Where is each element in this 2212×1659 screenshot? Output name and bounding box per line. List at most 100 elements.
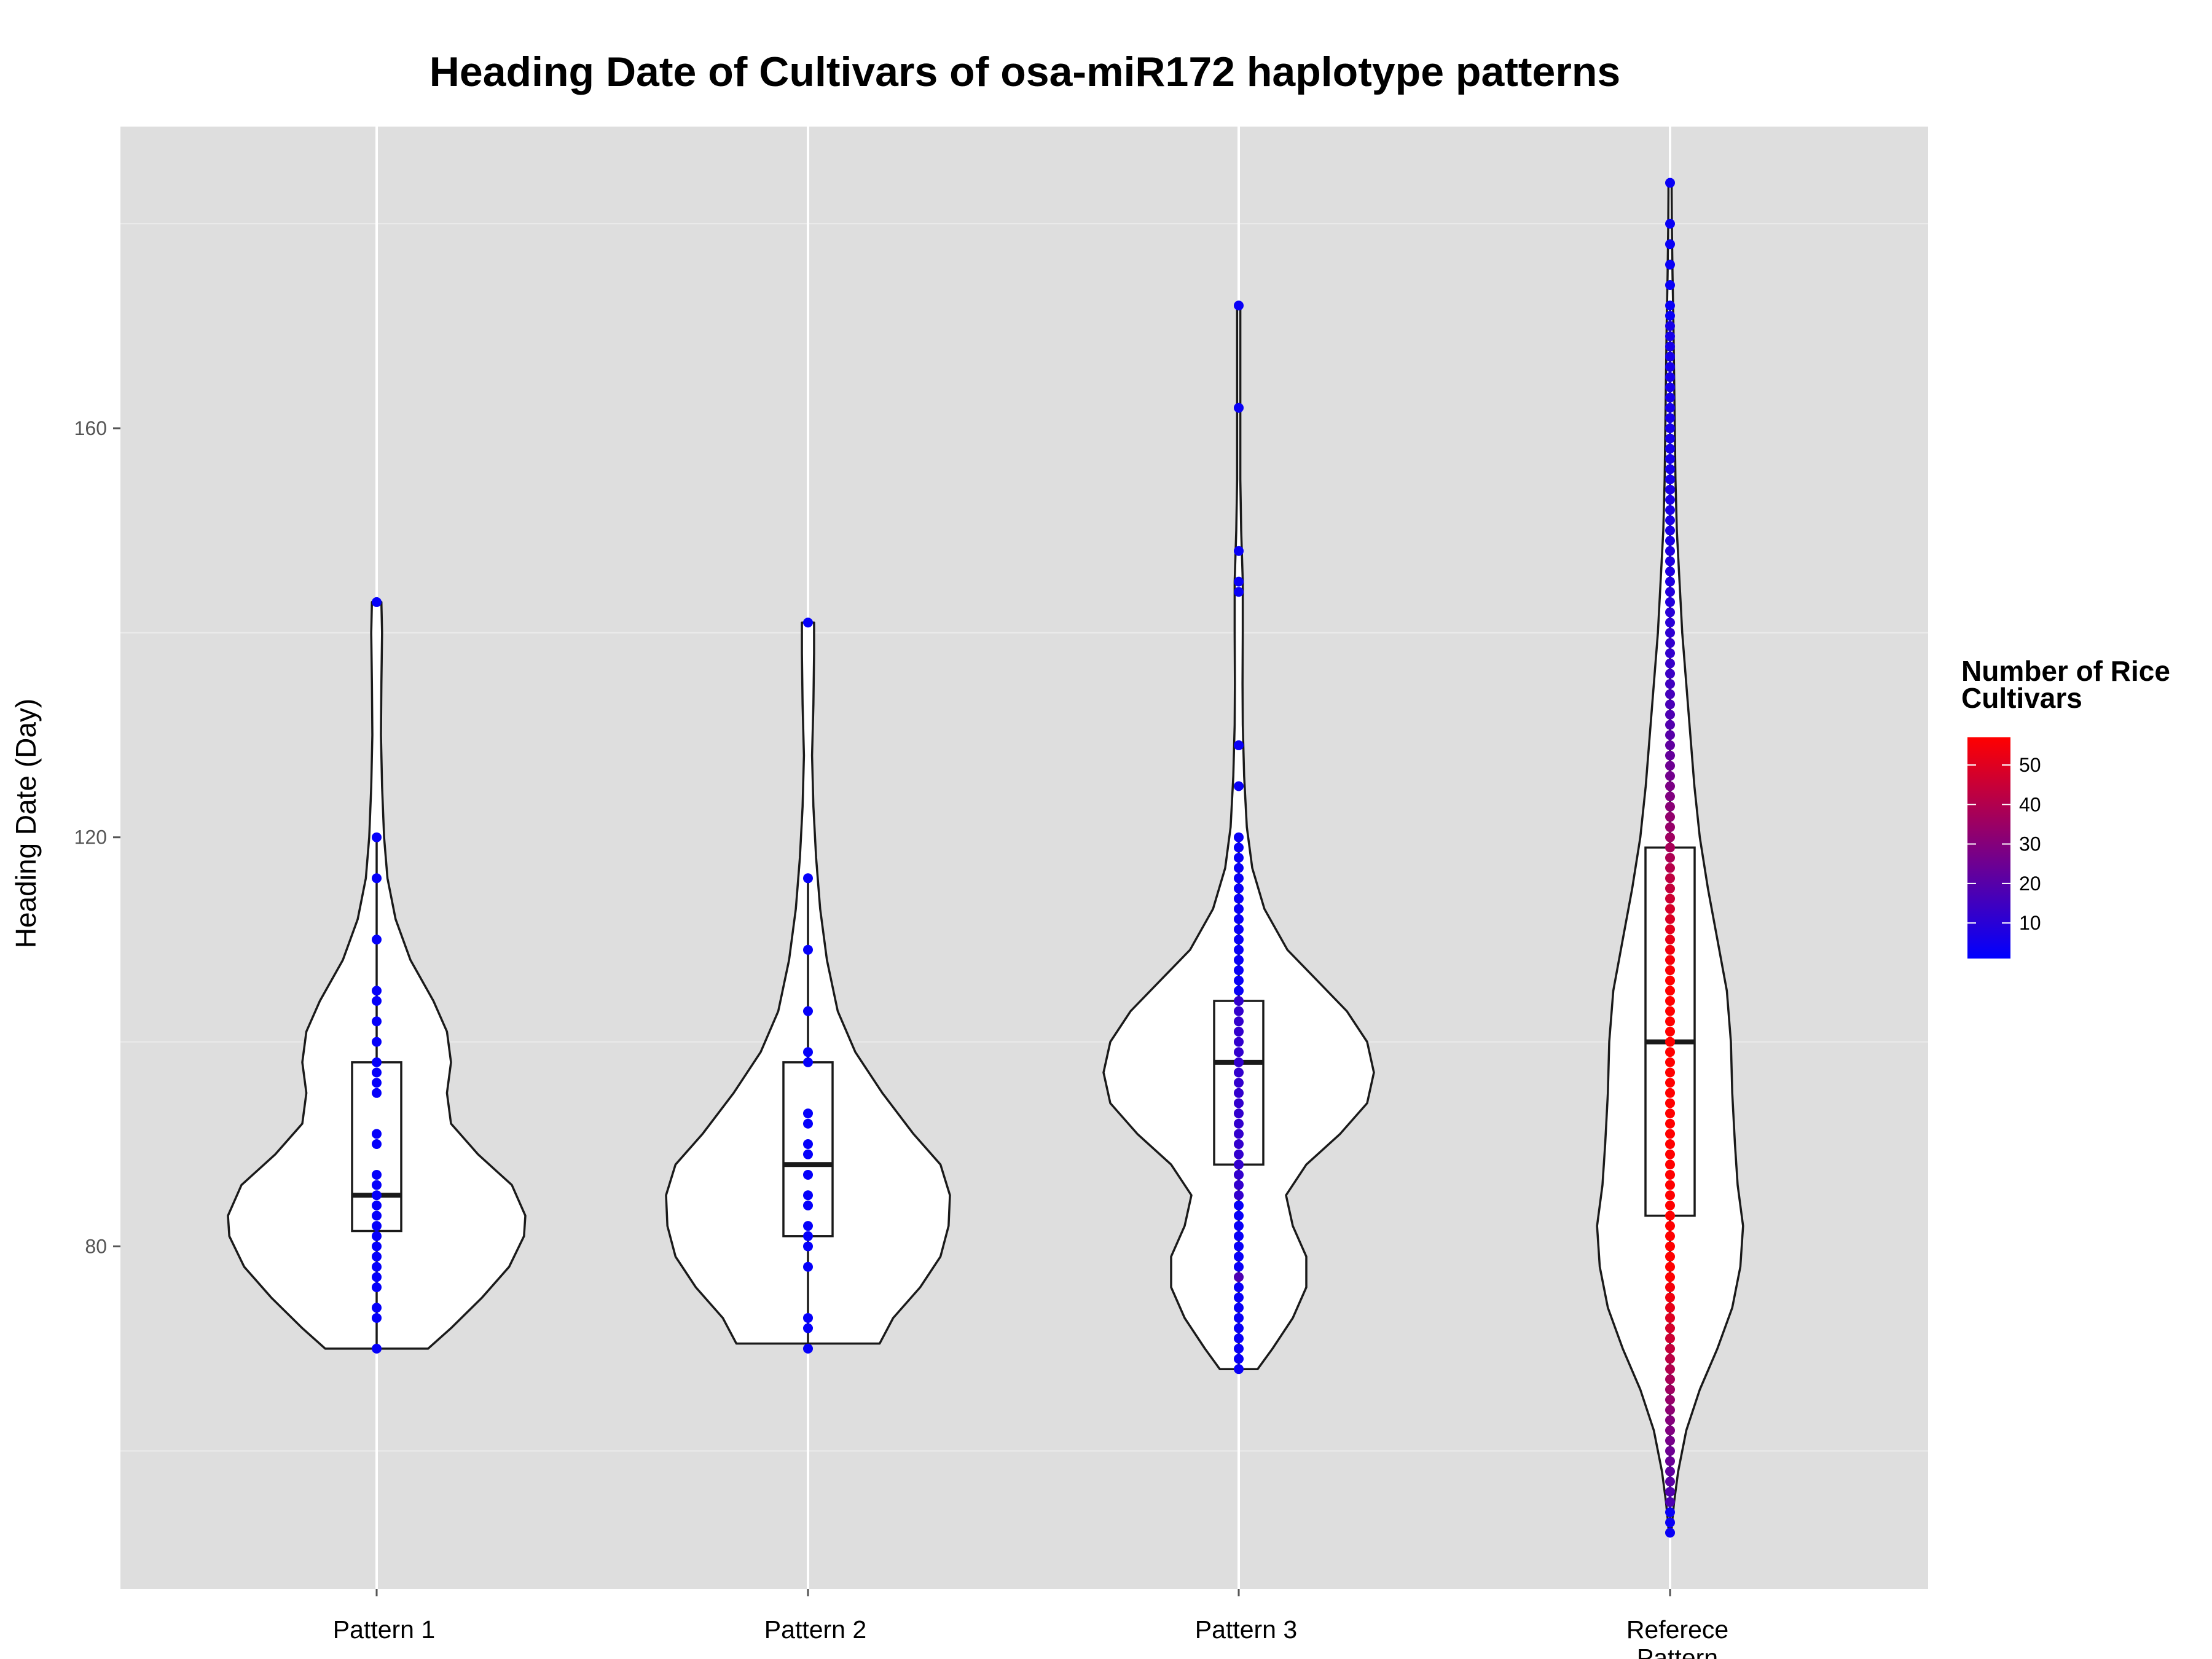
data-point xyxy=(1665,1374,1675,1384)
data-point xyxy=(1665,791,1675,802)
data-point xyxy=(1665,331,1675,342)
data-point xyxy=(372,1067,382,1078)
x-tick-label: Referece Pattern xyxy=(1626,1615,1728,1659)
data-point xyxy=(1665,1303,1675,1313)
data-point xyxy=(1665,893,1675,904)
data-point xyxy=(1665,505,1675,516)
data-point xyxy=(1665,1221,1675,1231)
data-point xyxy=(1665,1016,1675,1027)
data-point xyxy=(1665,679,1675,689)
data-point xyxy=(1665,576,1675,587)
data-point xyxy=(803,944,813,955)
data-point xyxy=(1234,1221,1244,1231)
data-point xyxy=(1665,1139,1675,1150)
data-point xyxy=(1234,781,1244,791)
data-point xyxy=(1234,587,1244,597)
data-point xyxy=(1665,362,1675,372)
data-point xyxy=(1665,178,1675,188)
data-point xyxy=(1234,1149,1244,1159)
data-point xyxy=(1234,402,1244,413)
data-point xyxy=(1234,1210,1244,1221)
data-point xyxy=(1665,515,1675,525)
legend-tick-label: 50 xyxy=(2019,754,2041,776)
data-point xyxy=(1665,546,1675,556)
data-point xyxy=(1665,464,1675,474)
data-point xyxy=(1665,1477,1675,1487)
data-point xyxy=(1665,955,1675,965)
data-point xyxy=(1665,1190,1675,1201)
data-point xyxy=(1234,853,1244,863)
data-point xyxy=(1665,1426,1675,1436)
data-point xyxy=(1665,720,1675,730)
data-point xyxy=(1665,372,1675,382)
data-point xyxy=(1665,965,1675,976)
data-point xyxy=(803,873,813,884)
data-point xyxy=(1234,1343,1244,1354)
data-point xyxy=(1234,904,1244,914)
data-point xyxy=(1665,444,1675,454)
data-point xyxy=(1665,730,1675,740)
data-point xyxy=(1665,474,1675,485)
data-point xyxy=(1665,300,1675,311)
data-point xyxy=(1665,393,1675,403)
data-point xyxy=(1234,1159,1244,1170)
data-point xyxy=(1665,1261,1675,1272)
data-point xyxy=(803,1343,813,1354)
data-point xyxy=(1665,382,1675,393)
data-point xyxy=(803,1139,813,1150)
y-tick-label: 160 xyxy=(74,417,107,439)
data-point xyxy=(1234,300,1244,311)
legend-colorbar xyxy=(1967,737,2010,959)
data-point xyxy=(1234,1272,1244,1282)
data-point xyxy=(372,873,382,884)
data-point xyxy=(372,1088,382,1098)
data-point xyxy=(1234,1088,1244,1098)
data-point xyxy=(1234,1169,1244,1180)
data-point xyxy=(1665,1395,1675,1405)
data-point xyxy=(1665,1272,1675,1282)
data-point xyxy=(372,1190,382,1201)
data-point xyxy=(1665,1088,1675,1098)
data-point xyxy=(1665,1497,1675,1507)
data-point xyxy=(803,1261,813,1272)
data-point xyxy=(1665,740,1675,750)
data-point xyxy=(1234,576,1244,587)
data-point xyxy=(1234,1190,1244,1201)
data-point xyxy=(803,1108,813,1119)
data-point xyxy=(1665,1354,1675,1364)
data-point xyxy=(1665,423,1675,433)
data-point xyxy=(1665,1169,1675,1180)
data-point xyxy=(1665,1405,1675,1415)
data-point xyxy=(1234,1364,1244,1375)
data-point xyxy=(372,935,382,945)
data-point xyxy=(803,1312,813,1323)
data-point xyxy=(1665,1108,1675,1119)
legend-title: Number of Rice Cultivars xyxy=(1961,655,2170,714)
data-point xyxy=(1234,1078,1244,1088)
data-point xyxy=(1234,975,1244,986)
data-point xyxy=(372,1037,382,1047)
data-point xyxy=(372,1241,382,1252)
data-point xyxy=(372,1016,382,1027)
data-point xyxy=(1665,853,1675,863)
x-tick-label: Pattern 2 xyxy=(764,1615,866,1644)
data-point xyxy=(1665,822,1675,833)
data-point xyxy=(1665,280,1675,290)
data-point xyxy=(1665,1466,1675,1477)
data-point xyxy=(1665,1231,1675,1241)
data-point xyxy=(1665,863,1675,873)
data-point xyxy=(372,1180,382,1190)
data-point xyxy=(1234,914,1244,924)
data-point xyxy=(1665,1129,1675,1139)
data-point xyxy=(1665,618,1675,628)
data-point xyxy=(1665,883,1675,893)
data-point xyxy=(1665,453,1675,464)
data-point xyxy=(1665,597,1675,607)
data-point xyxy=(1234,883,1244,893)
data-point xyxy=(1234,863,1244,873)
data-point xyxy=(1234,842,1244,853)
data-point xyxy=(1234,1108,1244,1119)
data-point xyxy=(1234,1129,1244,1139)
